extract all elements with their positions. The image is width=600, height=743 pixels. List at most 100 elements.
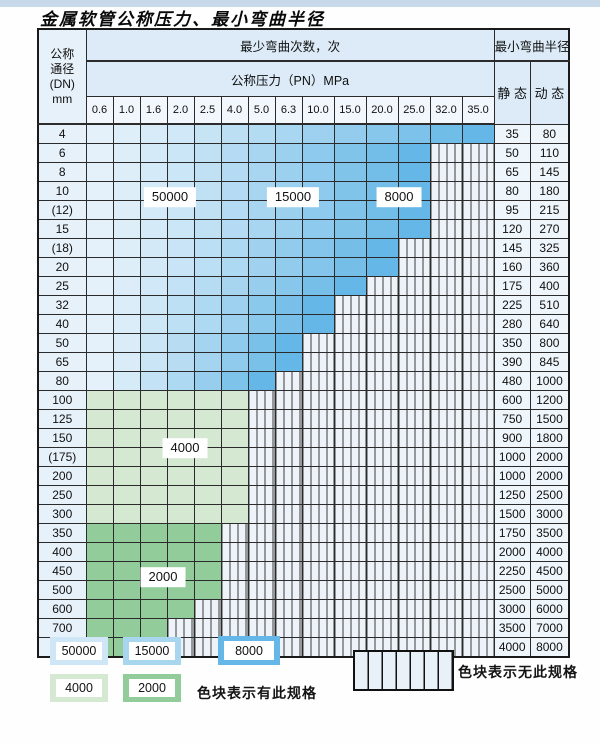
spec-available-cell xyxy=(85,352,114,372)
legend-swatch-50000: 50000 xyxy=(50,637,108,665)
spec-available-cell xyxy=(193,219,222,239)
spec-available-cell xyxy=(193,143,222,163)
static-radius-cell: 1000 xyxy=(493,466,531,486)
spec-available-cell xyxy=(220,371,249,391)
spec-available-cell xyxy=(85,447,114,467)
legend-swatch-4000-label: 4000 xyxy=(56,679,102,697)
spec-available-cell xyxy=(139,618,168,638)
dn-cell: 4 xyxy=(37,123,87,144)
no-spec-cell xyxy=(274,618,303,638)
spec-available-cell xyxy=(247,162,276,182)
dynamic-radius-cell: 270 xyxy=(529,219,570,239)
spec-available-cell xyxy=(112,580,141,600)
no-spec-cell xyxy=(274,485,303,505)
no-spec-cell xyxy=(429,466,463,486)
spec-available-cell xyxy=(85,333,114,353)
spec-available-cell xyxy=(193,580,222,600)
no-spec-cell xyxy=(461,561,495,581)
spec-available-cell xyxy=(301,314,335,334)
spec-available-cell xyxy=(85,485,114,505)
no-spec-cell xyxy=(333,352,367,372)
spec-available-cell xyxy=(220,276,249,296)
dynamic-radius-cell: 1500 xyxy=(529,409,570,429)
spec-available-cell xyxy=(112,123,141,144)
no-spec-cell xyxy=(247,561,276,581)
spec-available-cell xyxy=(85,390,114,410)
table-row: 80 480 1000 xyxy=(37,371,570,391)
pressure-value-cell: 2.5 xyxy=(193,96,222,125)
spec-available-cell xyxy=(166,466,195,486)
no-spec-cell xyxy=(301,333,335,353)
spec-available-cell xyxy=(247,314,276,334)
no-spec-cell xyxy=(461,542,495,562)
spec-available-cell xyxy=(112,181,141,201)
no-spec-cell xyxy=(220,599,249,619)
no-spec-cell xyxy=(247,618,276,638)
spec-available-cell xyxy=(220,485,249,505)
static-radius-cell: 1000 xyxy=(493,447,531,467)
no-spec-cell xyxy=(247,523,276,543)
no-spec-cell xyxy=(365,504,399,524)
header-row-1: 公称 通径 (DN) mm 最少弯曲次数，次 最小弯曲半径 xyxy=(37,28,570,125)
no-spec-cell xyxy=(220,580,249,600)
no-spec-cell xyxy=(461,390,495,410)
dn-cell: 25 xyxy=(37,276,87,296)
no-spec-cell xyxy=(461,523,495,543)
spec-available-cell xyxy=(274,257,303,277)
no-spec-cell xyxy=(397,466,431,486)
table-row: 50 350 800 xyxy=(37,333,570,353)
spec-available-cell xyxy=(193,504,222,524)
spec-available-cell xyxy=(193,238,222,258)
spec-available-cell xyxy=(112,257,141,277)
dynamic-radius-cell: 360 xyxy=(529,257,570,277)
spec-available-cell xyxy=(112,428,141,448)
spec-available-cell xyxy=(193,314,222,334)
spec-available-cell xyxy=(139,257,168,277)
no-spec-cell xyxy=(397,428,431,448)
legend-swatch-15000: 15000 xyxy=(123,637,181,665)
spec-available-cell xyxy=(193,257,222,277)
no-spec-cell xyxy=(274,561,303,581)
no-spec-cell xyxy=(429,504,463,524)
dn-cell: 40 xyxy=(37,314,87,334)
legend-swatch-4000: 4000 xyxy=(50,674,108,702)
no-spec-cell xyxy=(333,542,367,562)
no-spec-cell xyxy=(397,409,431,429)
spec-available-cell xyxy=(85,409,114,429)
no-spec-cell xyxy=(274,580,303,600)
zone-label-15000: 15000 xyxy=(266,187,320,207)
no-spec-cell xyxy=(365,295,399,315)
table-row: 25 175 400 xyxy=(37,276,570,296)
spec-available-cell xyxy=(193,523,222,543)
spec-available-cell xyxy=(112,314,141,334)
zone-label-8000: 8000 xyxy=(376,187,422,207)
static-radius-cell: 160 xyxy=(493,257,531,277)
no-spec-cell xyxy=(333,618,367,638)
table-body: 4 35 80 6 50 110 8 65 145 10 80 180 (12) 95 215 15 120 27… xyxy=(37,123,570,658)
no-spec-cell xyxy=(365,523,399,543)
spec-available-cell xyxy=(112,295,141,315)
legend-swatch-2000: 2000 xyxy=(123,674,181,702)
spec-available-cell xyxy=(220,333,249,353)
spec-available-cell xyxy=(166,123,195,144)
table-row: 65 390 845 xyxy=(37,352,570,372)
no-spec-cell xyxy=(247,599,276,619)
no-spec-cell xyxy=(397,485,431,505)
dn-cell: 600 xyxy=(37,599,87,619)
dynamic-radius-cell: 2000 xyxy=(529,466,570,486)
no-spec-cell xyxy=(461,409,495,429)
no-spec-cell xyxy=(429,523,463,543)
no-spec-cell xyxy=(365,580,399,600)
spec-available-cell xyxy=(166,333,195,353)
no-spec-cell xyxy=(429,314,463,334)
no-spec-cell xyxy=(365,371,399,391)
spec-available-cell xyxy=(220,466,249,486)
dn-cell: 100 xyxy=(37,390,87,410)
spec-available-cell xyxy=(193,371,222,391)
no-spec-cell xyxy=(365,333,399,353)
pressure-header: 公称压力（PN）MPa xyxy=(85,60,495,97)
pressure-value-cell: 6.3 xyxy=(274,96,303,125)
no-spec-cell xyxy=(461,276,495,296)
no-spec-cell xyxy=(333,466,367,486)
no-spec-cell xyxy=(397,542,431,562)
